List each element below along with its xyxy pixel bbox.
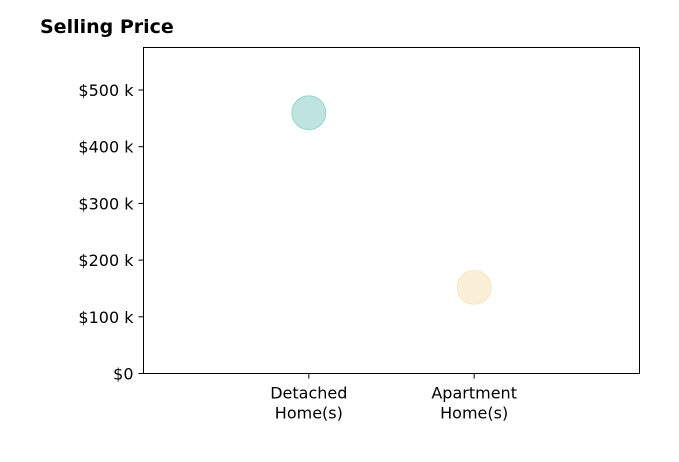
x-tick-label: Apartment Home(s) — [431, 384, 517, 423]
data-points — [291, 95, 492, 305]
x-axis: Detached Home(s) Apartment Home(s) — [270, 373, 517, 423]
y-tick-label: $300 k — [78, 194, 134, 213]
y-tick-label: $100 k — [78, 308, 134, 327]
y-tick-label: $400 k — [78, 138, 134, 157]
x-tick-label: Detached Home(s) — [270, 384, 347, 423]
chart-title: Selling Price — [40, 16, 174, 38]
y-tick-label: $0 — [113, 365, 133, 384]
plot-frame — [143, 47, 640, 374]
y-tick-label: $500 k — [78, 81, 134, 100]
y-tick-label: $200 k — [78, 251, 134, 270]
data-point — [456, 269, 492, 305]
y-axis: $0 $100 k $200 k $300 k $400 k $500 k — [78, 81, 144, 384]
data-point — [291, 95, 327, 131]
